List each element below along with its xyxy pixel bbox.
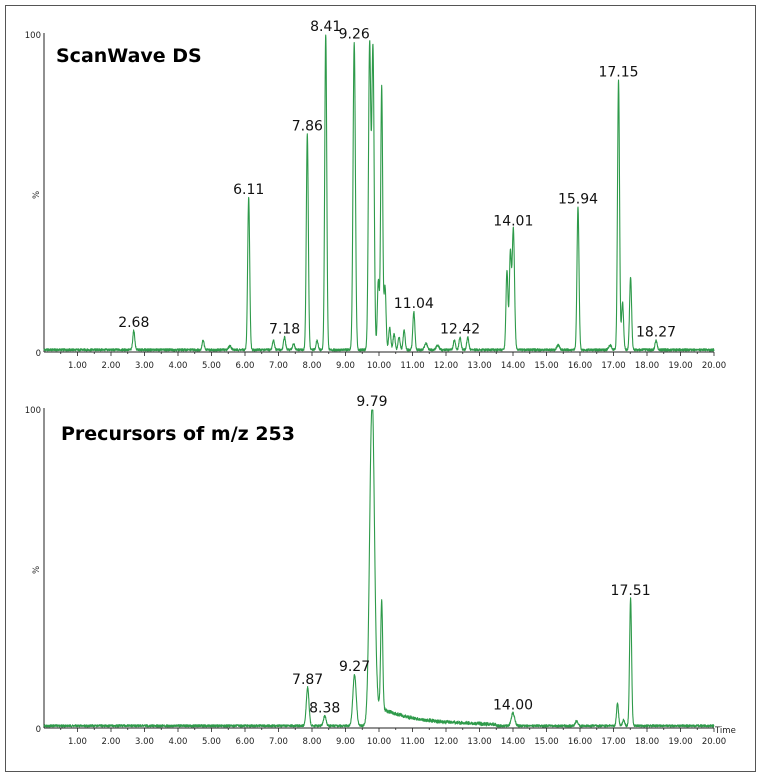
x-tick-label: 9.00 xyxy=(336,737,355,747)
x-tick-label: 13.00 xyxy=(467,737,491,747)
x-tick-label: 12.00 xyxy=(434,361,458,371)
x-tick-label: 18.00 xyxy=(635,737,659,747)
chart-title: Precursors of m/z 253 xyxy=(61,423,295,445)
x-tick-label: 13.00 xyxy=(467,361,491,371)
y-tick-label-zero: 0 xyxy=(36,725,41,735)
precursors-panel: 100 0% 1.00 2.00 3.00 4.00 5.00 6.00 7.00 8.00 9.0… xyxy=(25,394,736,747)
x-tick-label: 10.00 xyxy=(367,737,391,747)
x-tick-label: 1.00 xyxy=(68,361,87,371)
x-tick-label: 8.00 xyxy=(303,737,322,747)
peak-label: 12.42 xyxy=(440,321,480,337)
x-tick-label: 6.00 xyxy=(236,361,255,371)
peak-label: 9.26 xyxy=(339,27,370,43)
x-tick-label: 16.00 xyxy=(568,361,592,371)
x-tick-label: 12.00 xyxy=(434,737,458,747)
chart-title: ScanWave DS xyxy=(56,45,202,67)
peak-label: 17.15 xyxy=(598,65,638,81)
x-tick-label: 4.00 xyxy=(169,361,188,371)
x-tick-label: 10.00 xyxy=(367,361,391,371)
peak-label: 7.86 xyxy=(292,118,323,134)
figure-frame xyxy=(5,5,756,772)
chromatogram-trace xyxy=(43,409,715,728)
peak-label: 7.87 xyxy=(292,672,323,688)
x-tick-label: 9.00 xyxy=(336,361,355,371)
x-tick-label: 18.00 xyxy=(635,361,659,371)
y-tick-label-zero: 0 xyxy=(36,349,41,359)
x-tick-label: 7.00 xyxy=(269,737,288,747)
x-tick-label: 20.00 xyxy=(702,361,726,371)
peak-label: 6.11 xyxy=(233,182,264,198)
x-tick-label: 6.00 xyxy=(236,737,255,747)
y-axis-label: % xyxy=(32,191,42,199)
x-tick-label: 5.00 xyxy=(202,361,221,371)
peak-label: 18.27 xyxy=(636,324,676,340)
peak-label: 9.79 xyxy=(356,394,387,410)
x-tick-label: 5.00 xyxy=(202,737,221,747)
x-tick-label: 19.00 xyxy=(668,737,692,747)
x-tick-label: 15.00 xyxy=(534,737,558,747)
peak-label: 9.27 xyxy=(339,659,370,675)
x-tick-label: 14.00 xyxy=(501,737,525,747)
peak-label: 8.38 xyxy=(309,700,340,716)
peak-label: 2.68 xyxy=(118,315,149,331)
peak-label: 17.51 xyxy=(611,583,651,599)
x-tick-label: 17.00 xyxy=(601,737,625,747)
x-tick-label: 4.00 xyxy=(169,737,188,747)
x-tick-label: 19.00 xyxy=(668,361,692,371)
x-tick-label: 16.00 xyxy=(568,737,592,747)
y-tick-label-top: 100 xyxy=(25,406,41,416)
chromatogram-trace xyxy=(43,34,715,352)
x-tick-label: 3.00 xyxy=(135,361,154,371)
x-axis-label: Time xyxy=(714,726,736,736)
x-tick-label: 2.00 xyxy=(102,361,121,371)
x-tick-label: 2.00 xyxy=(102,737,121,747)
peak-label: 15.94 xyxy=(558,191,598,207)
x-tick-label: 8.00 xyxy=(303,361,322,371)
x-tick-label: 3.00 xyxy=(135,737,154,747)
x-tick-label: 15.00 xyxy=(534,361,558,371)
scanwave-ds-panel: 100 0% 1.00 2.00 3.00 4.00 5.00 6.00 7.00 8.00 9.0… xyxy=(25,19,726,371)
peak-label: 14.00 xyxy=(493,697,533,713)
x-tick-label: 1.00 xyxy=(68,737,87,747)
x-tick-label: 11.00 xyxy=(400,737,424,747)
x-tick-label: 11.00 xyxy=(400,361,424,371)
x-tick-label: 20.00 xyxy=(702,737,726,747)
peak-label: 11.04 xyxy=(394,296,434,312)
peak-label: 14.01 xyxy=(493,214,533,230)
peak-label: 7.18 xyxy=(269,321,300,337)
x-tick-label: 7.00 xyxy=(269,361,288,371)
y-tick-label-top: 100 xyxy=(25,31,41,41)
x-tick-label: 14.00 xyxy=(501,361,525,371)
peak-label: 8.41 xyxy=(310,19,341,35)
x-tick-label: 17.00 xyxy=(601,361,625,371)
y-axis-label: % xyxy=(32,566,42,574)
